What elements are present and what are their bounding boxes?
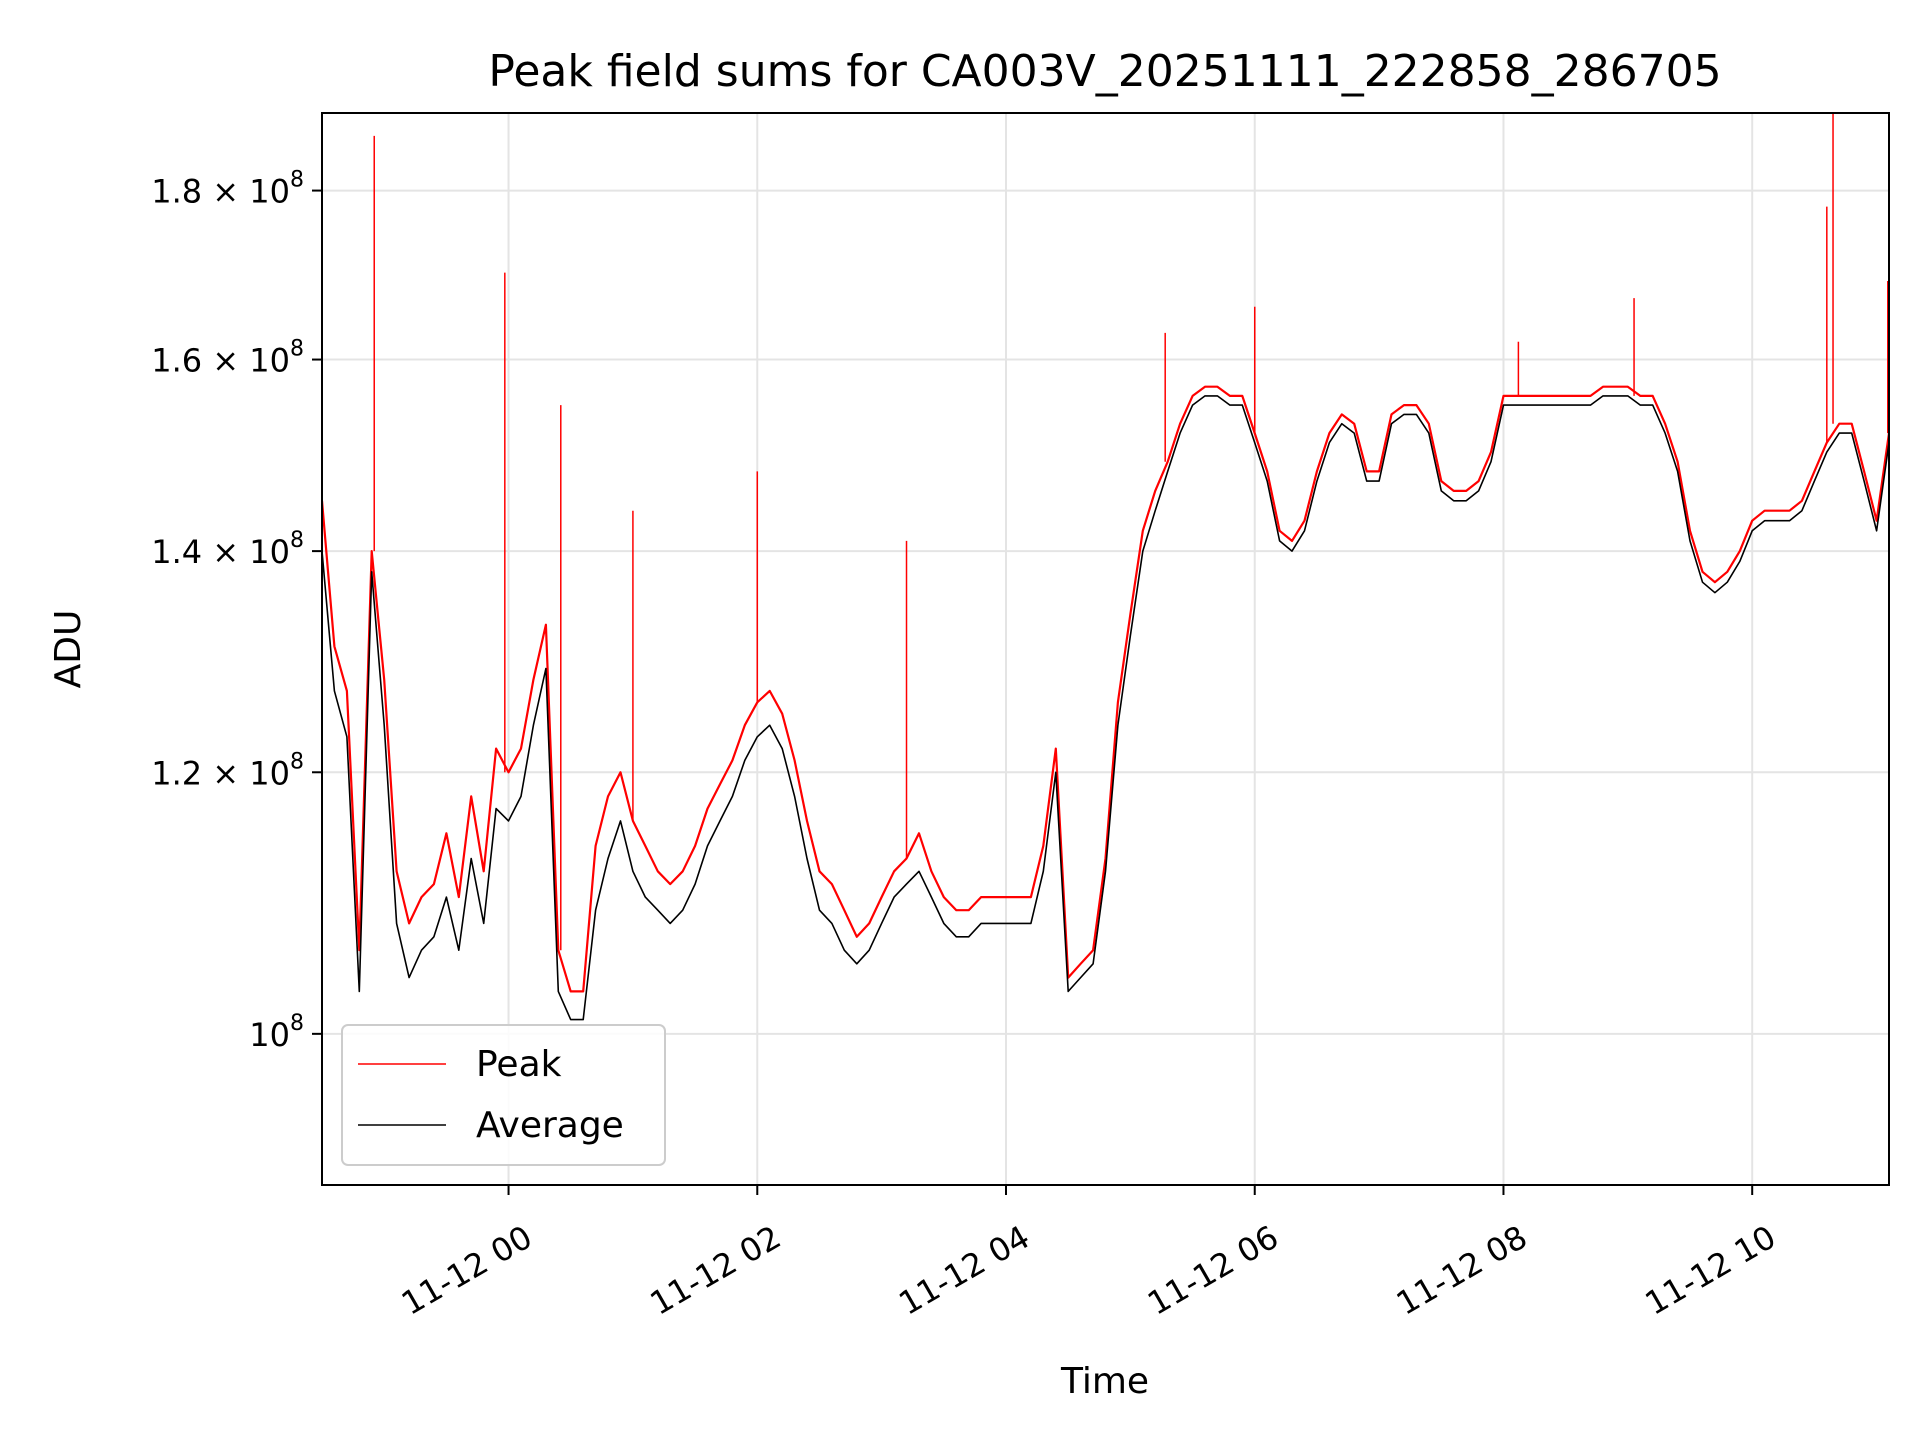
y-tick-base: 10 [249,342,290,380]
y-tick-exponent: 8 [290,168,304,193]
y-tick-mantissa: 1.4 × [151,533,249,571]
y-tick-label: 1.6 × 108 [151,337,304,380]
y-tick-exponent: 8 [290,749,304,774]
y-tick-base: 10 [249,533,290,571]
legend-box [341,1024,666,1166]
y-tick-mantissa: 1.6 × [151,342,249,380]
y-tick-label: 1.8 × 108 [151,168,304,211]
legend-peak-label: Peak [476,1044,562,1085]
y-tick-label: 108 [249,1011,304,1054]
y-tick-base: 10 [249,173,290,211]
y-tick-label: 1.4 × 108 [151,528,304,571]
x-axis-label: Time [1060,1361,1149,1402]
y-tick-exponent: 8 [290,528,304,553]
y-tick-base: 10 [249,1016,290,1054]
series-line-average [322,395,1889,1021]
legend-average-label: Average [476,1105,624,1146]
series-line-peak [322,385,1889,993]
chart-title: Peak field sums for CA003V_20251111_2228… [488,46,1721,97]
legend[interactable]: Peak Average [341,1024,666,1166]
plot-frame [321,112,1890,1186]
y-tick-label: 1.2 × 108 [151,749,304,792]
series-lines [322,113,1889,1021]
y-tick-base: 10 [249,754,290,792]
y-tick-exponent: 8 [290,337,304,362]
y-tick-mantissa: 1.2 × [151,754,249,792]
y-tick-exponent: 8 [290,1011,304,1036]
y-axis-label: ADU [48,610,89,689]
y-tick-mantissa: 1.8 × [151,173,249,211]
